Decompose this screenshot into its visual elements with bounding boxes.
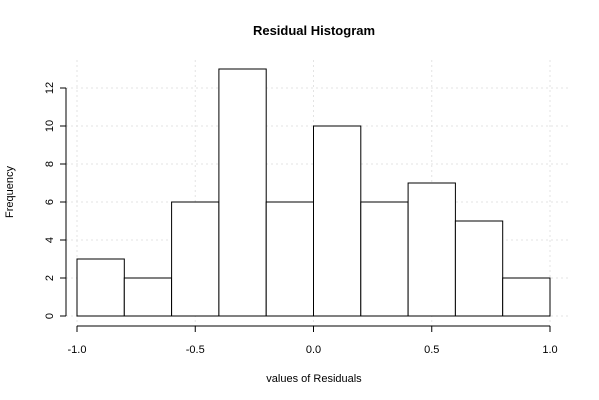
y-tick-label-1: 2 [44,275,56,281]
y-tick-label-0: 0 [44,313,56,319]
histogram-bar-3 [218,68,267,317]
x-tick-label-2: 0.0 [306,344,321,356]
histogram-bars [76,68,551,317]
chart-title: Residual Histogram [253,23,375,38]
histogram-bar-7 [407,182,456,317]
x-axis: -1.0 -0.5 0.0 0.5 1.0 [68,325,558,356]
histogram-bar-6 [360,201,409,317]
histogram-bar-2 [171,201,220,317]
y-axis: 0 2 4 6 8 10 12 [44,82,67,319]
x-tick-label-4: 1.0 [542,344,557,356]
x-tick-label-1: -0.5 [186,344,205,356]
x-tick-label-3: 0.5 [424,344,439,356]
x-tick-label-0: -1.0 [68,344,87,356]
y-tick-label-4: 8 [44,161,56,167]
histogram-bar-8 [454,220,504,317]
histogram-bar-9 [502,277,551,317]
y-tick-label-5: 10 [44,120,56,132]
histogram-bar-1 [123,277,173,317]
y-tick-label-3: 6 [44,199,56,205]
y-tick-label-2: 4 [44,237,56,243]
y-axis-label: Frequency [4,166,16,218]
x-axis-label: values of Residuals [266,373,362,385]
histogram-bar-5 [313,125,362,317]
y-tick-label-6: 12 [44,82,56,94]
histogram-bar-0 [76,258,125,317]
histogram-bar-4 [265,201,315,317]
